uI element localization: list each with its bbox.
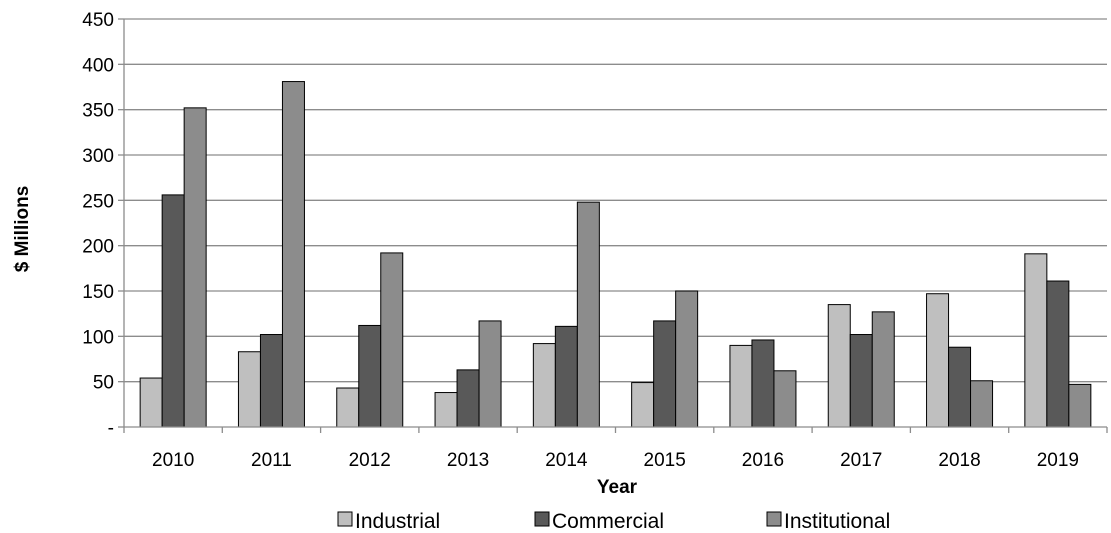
legend: Industrial Commercial Institutional	[337, 510, 890, 533]
y-tick-label: 150	[82, 282, 114, 303]
bar-institutional-2011	[281, 81, 305, 428]
bars	[139, 81, 1092, 428]
bar-industrial-2014	[532, 343, 556, 428]
axes	[123, 19, 1108, 433]
y-tick-label: 200	[82, 237, 114, 258]
bar-commercial-2013	[456, 369, 480, 428]
bar-commercial-2014	[554, 325, 578, 428]
bar-industrial-2013	[434, 392, 458, 428]
bar-institutional-2019	[1068, 383, 1092, 428]
bar-commercial-2012	[358, 324, 382, 428]
bar-industrial-2018	[926, 293, 950, 428]
x-tick-label: 2011	[251, 450, 292, 471]
legend-label-commercial: Commercial	[552, 510, 664, 533]
y-tick-label: 450	[82, 10, 114, 31]
y-tick-label: 100	[82, 327, 114, 348]
bar-commercial-2016	[751, 339, 775, 428]
y-tick-labels: - 50 100 150 200 250 300 350 400 450	[82, 10, 114, 439]
bar-industrial-2015	[631, 382, 655, 428]
y-tick-label: 300	[82, 146, 114, 167]
y-tick-label: 400	[82, 55, 114, 76]
bar-commercial-2019	[1046, 280, 1070, 428]
x-tick-label: 2018	[938, 450, 980, 471]
x-tick-label: 2012	[349, 450, 391, 471]
legend-swatch-commercial	[534, 511, 550, 527]
bar-institutional-2010	[183, 107, 207, 428]
bar-institutional-2012	[380, 252, 404, 428]
bar-industrial-2011	[237, 351, 261, 428]
bar-institutional-2013	[478, 320, 502, 428]
bar-institutional-2015	[675, 290, 699, 428]
bar-commercial-2018	[948, 346, 972, 428]
bar-industrial-2012	[336, 387, 360, 428]
legend-swatch-industrial	[337, 511, 353, 527]
y-tick-label: 250	[82, 191, 114, 212]
bar-institutional-2017	[871, 311, 895, 428]
y-tick-label: 350	[82, 101, 114, 122]
bar-industrial-2010	[139, 377, 163, 428]
x-tick-label: 2010	[152, 450, 194, 471]
y-tick-label: -	[108, 418, 114, 439]
bar-institutional-2014	[576, 201, 600, 428]
x-tick-label: 2014	[545, 450, 588, 471]
bar-industrial-2019	[1024, 253, 1048, 428]
bar-institutional-2018	[970, 380, 994, 428]
x-tick-label: 2016	[742, 450, 784, 471]
legend-swatch-institutional	[766, 511, 782, 527]
x-tick-label: 2019	[1037, 450, 1079, 471]
x-tick-labels: 2010 2011 2012 2013 2014 2015 2016 2017 2018 2019	[152, 450, 1079, 471]
bar-industrial-2017	[827, 304, 851, 428]
legend-label-industrial: Industrial	[355, 510, 440, 533]
x-axis-title: Year	[597, 477, 638, 498]
legend-label-institutional: Institutional	[784, 510, 890, 533]
y-axis-title: $ Millions	[12, 186, 33, 273]
x-tick-label: 2015	[644, 450, 686, 471]
y-tick-label: 50	[93, 373, 114, 394]
x-tick-label: 2017	[840, 450, 882, 471]
bar-commercial-2017	[849, 334, 873, 428]
bar-institutional-2016	[773, 370, 797, 428]
bar-commercial-2010	[161, 194, 185, 428]
bar-commercial-2011	[259, 334, 283, 428]
x-tick-label: 2013	[447, 450, 489, 471]
bar-commercial-2015	[653, 320, 677, 428]
bar-industrial-2016	[729, 344, 753, 428]
